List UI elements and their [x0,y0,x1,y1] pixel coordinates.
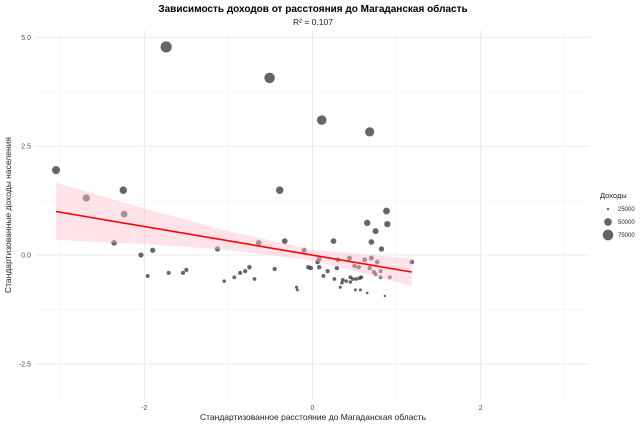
data-point [350,277,355,281]
legend-label-75000: 75000 [618,233,635,239]
data-point [222,279,226,283]
points [51,41,415,298]
data-point [150,247,156,253]
data-point [294,285,299,289]
data-point [82,194,90,202]
data-point [338,285,342,289]
data-point [348,280,353,284]
data-point [180,270,186,275]
data-point [51,166,61,175]
data-point [281,238,288,244]
data-point [275,186,284,194]
data-point [214,246,221,252]
data-point [340,281,344,285]
tick-labels: -2 0 2 -2.5 0.0 2.5 5.0 [19,35,483,412]
data-point [368,255,374,261]
data-point [362,257,368,263]
data-point [264,72,275,84]
x-axis-label: Стандартизованное расстояние до Магаданс… [200,412,427,422]
data-point [363,219,371,227]
legend-title: Доходы [600,191,627,200]
y-tick-label: 2.5 [21,144,31,151]
data-point [334,265,340,271]
data-point [330,238,337,244]
legend-marker-50000 [604,218,612,226]
data-point [378,275,383,280]
data-point [317,265,322,270]
y-tick-label: 0.0 [21,253,31,260]
y-axis-label: Стандартизованные доходы населения [3,137,13,293]
data-point [119,186,128,194]
legend-label-25000: 25000 [618,207,635,213]
data-point [347,255,352,261]
data-point [374,259,380,265]
legend-marker-75000 [602,229,614,241]
data-point [340,278,345,282]
y-tick-label: 5.0 [21,35,31,42]
chart-subtitle: R² = 0.107 [293,17,333,27]
regression-line-layer [55,210,412,273]
data-point [120,210,128,218]
data-point [325,269,330,274]
legend-marker-25000 [606,207,610,211]
data-point [372,228,379,235]
data-point [321,273,326,278]
data-point [232,275,237,280]
legend: Доходы 25000 50000 75000 [600,191,635,241]
data-point [138,252,144,258]
data-point [409,259,415,265]
data-point [387,275,392,280]
data-point [315,259,320,265]
data-point [332,277,337,281]
data-point [367,265,372,271]
data-point [145,273,150,278]
data-point [378,269,383,274]
data-point [359,275,364,280]
data-point [365,291,369,295]
x-tick-label: 0 [311,405,315,412]
data-point [383,294,387,298]
data-point [373,272,378,277]
data-point [384,220,391,228]
data-point [111,240,117,246]
data-point [184,267,189,272]
data-point [365,127,375,137]
regression-line [55,210,412,273]
data-point [378,246,385,252]
data-point [295,288,299,292]
data-point [353,288,357,292]
x-tick-label: -2 [141,405,147,412]
data-point [301,247,307,253]
data-point [352,263,357,269]
x-tick-label: 2 [479,405,483,412]
data-point [358,288,362,292]
grid [35,30,590,400]
confidence-band [56,182,412,286]
data-point [344,279,348,283]
data-point [306,265,311,270]
data-point [272,266,277,272]
data-point [238,270,243,275]
data-point [247,265,252,270]
legend-label-50000: 50000 [618,220,635,226]
data-point [368,239,375,245]
data-point [317,115,327,125]
y-tick-label: -2.5 [19,361,31,368]
data-point [383,207,390,215]
data-point [166,270,171,275]
data-point [160,41,172,53]
data-point [255,240,262,246]
data-point [252,277,257,281]
confidence-band-layer [56,182,412,286]
data-point [243,269,248,274]
chart-title: Зависимость доходов от расстояния до Маг… [158,3,467,15]
data-point [354,277,359,281]
data-point [356,265,361,270]
